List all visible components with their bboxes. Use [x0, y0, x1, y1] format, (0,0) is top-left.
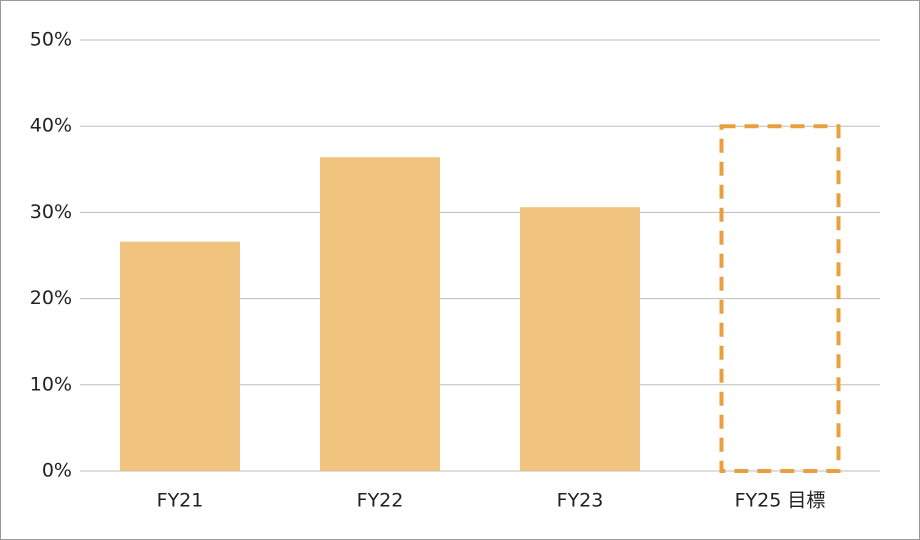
y-tick-label: 20% — [30, 287, 72, 309]
bar — [120, 241, 240, 471]
x-tick-label: FY22 — [357, 490, 404, 512]
y-tick-label: 50% — [30, 29, 72, 51]
x-tick-label: FY23 — [557, 490, 604, 512]
y-tick-label: 40% — [30, 115, 72, 137]
bar — [320, 157, 440, 471]
y-tick-label: 10% — [30, 373, 72, 395]
y-tick-label: 30% — [30, 201, 72, 223]
target-bar — [719, 124, 841, 473]
x-tick-label: FY25 目標 — [735, 490, 826, 512]
x-tick-label: FY21 — [157, 490, 204, 512]
bar — [520, 207, 640, 471]
y-tick-label: 0% — [42, 460, 72, 482]
